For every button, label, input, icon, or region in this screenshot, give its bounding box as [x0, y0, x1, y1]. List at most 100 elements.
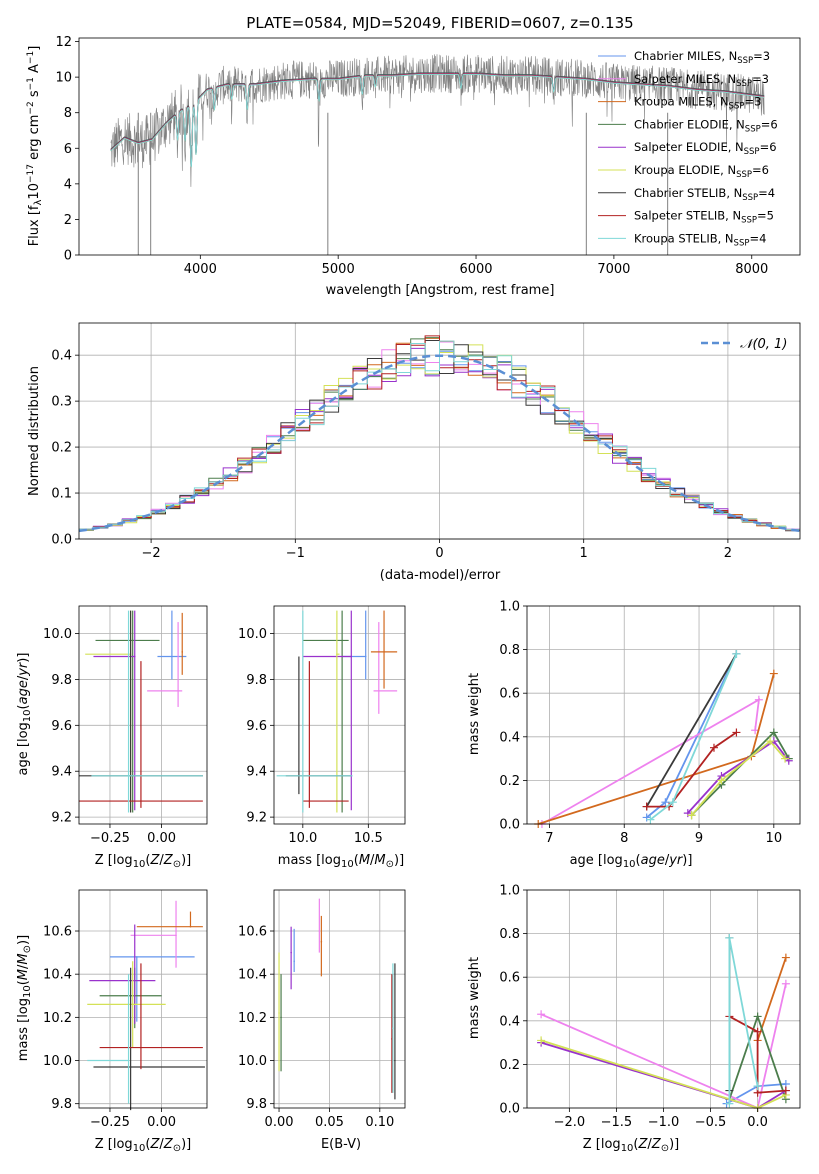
- mw-age-xlabel: age [log10(age/yr)]: [570, 853, 693, 870]
- plot-frame: [78, 889, 208, 1109]
- xtick-label: 0: [435, 546, 443, 561]
- normal-curve: [78, 354, 801, 533]
- plus-marker: [754, 695, 763, 704]
- spectrum-data-line: [110, 54, 765, 187]
- xtick-label: 0.0: [747, 1115, 768, 1130]
- mass-weight-line: [645, 653, 738, 808]
- ytick-label: 0.8: [499, 927, 520, 942]
- age-vs-metallicity-panel: −0.25 0.00 9.2 9.4 9.6 9.8 10.0 Z [log10(Z/Z⊙)…: [16, 605, 208, 870]
- spectrum-legend: Chabrier MILES, NSSP=3 Salpeter MILES, NS…: [598, 49, 778, 248]
- figure-title: PLATE=0584, MJD=52049, FIBERID=0607, z=0…: [246, 14, 633, 32]
- data-point: [278, 1012, 280, 1014]
- xtick-label: 10.5: [354, 831, 383, 846]
- data-point: [127, 775, 130, 777]
- ytick-label: 0.0: [51, 533, 72, 548]
- data-point: [293, 960, 295, 963]
- legend-label: Salpeter MILES, NSSP=3: [634, 72, 769, 89]
- ytick-label: 4: [64, 177, 72, 192]
- legend-label: Salpeter STELIB, NSSP=5: [634, 209, 774, 226]
- ytick-label: 9.2: [246, 811, 267, 826]
- data-point: [383, 651, 385, 653]
- data-point: [320, 941, 323, 943]
- plus-marker: [766, 737, 775, 746]
- xtick-label: 9: [695, 831, 703, 846]
- ytick-label: 10.0: [238, 1054, 267, 1069]
- ytick-label: 9.8: [246, 1097, 267, 1112]
- xtick-label: −0.5: [695, 1115, 727, 1130]
- age-vs-mass-panel: 10.0 10.5 9.2 9.4 9.6 9.8 10.0 mass [log10(M/M…: [238, 605, 406, 870]
- ytick-label: 10.4: [238, 968, 267, 983]
- mass-vs-extinction-panel: 0.00 0.05 0.10 9.8 10.0 10.2 10.4 10.6 E(B-V): [238, 889, 406, 1152]
- histogram-xlabel: (data-model)/error: [380, 568, 501, 583]
- mass-weight-line: [646, 731, 737, 808]
- ytick-label: 12: [55, 35, 72, 50]
- ytick-label: 10.6: [43, 925, 72, 940]
- spectrum-model-line: [110, 72, 765, 166]
- plus-marker: [732, 649, 741, 658]
- ytick-label: 0.2: [499, 1058, 520, 1073]
- plus-marker: [537, 1010, 546, 1019]
- xtick-label: 5000: [322, 262, 355, 277]
- plus-marker: [753, 1027, 762, 1036]
- ytick-label: 10.0: [238, 627, 267, 642]
- mass-weight-line: [756, 957, 787, 1041]
- xtick-label: 0.05: [315, 1115, 344, 1130]
- ytick-label: 8: [64, 106, 72, 121]
- mass-weight-line: [537, 673, 775, 825]
- ebv-xlabel: E(B-V): [321, 1137, 361, 1152]
- ytick-label: 10: [55, 71, 72, 86]
- plus-marker: [661, 798, 670, 807]
- xtick-label: 6000: [459, 262, 492, 277]
- ytick-label: 9.8: [51, 1097, 72, 1112]
- mass-weight-line: [541, 698, 761, 825]
- plot-frame: [78, 37, 801, 256]
- data-point: [189, 925, 192, 928]
- plot-frame: [273, 605, 406, 825]
- age-z-xlabel: Z [log10(Z/Z⊙)]: [95, 853, 192, 870]
- spectrum-model-line: [110, 73, 765, 167]
- plus-marker: [769, 728, 778, 737]
- grid: [79, 890, 207, 1108]
- grid: [527, 889, 800, 1109]
- legend-label: Kroupa STELIB, NSSP=4: [634, 231, 766, 248]
- ytick-label: 0.4: [499, 1014, 520, 1029]
- plus-marker: [642, 802, 651, 811]
- plus-marker: [709, 743, 718, 752]
- xtick-label: 8000: [735, 262, 768, 277]
- data-point: [171, 655, 173, 658]
- data-point: [364, 655, 367, 658]
- xtick-label: 10.0: [288, 831, 317, 846]
- ytick-label: 9.6: [51, 719, 72, 734]
- data-point: [318, 930, 321, 932]
- data-point: [177, 690, 179, 692]
- ytick-label: 9.8: [246, 673, 267, 688]
- data-point: [127, 1059, 130, 1062]
- data-point: [341, 639, 343, 642]
- mass-weight-vs-age-panel: 7 8 9 10 0.0 0.2 0.4 0.6 0.8 1.0 age [log10(age/y…: [467, 600, 801, 870]
- spectrum-xlabel: wavelength [Angstrom, rest frame]: [326, 283, 555, 298]
- data-point: [175, 934, 177, 937]
- plus-marker: [725, 933, 734, 942]
- mw-z-ylabel: mass weight: [467, 957, 482, 1039]
- age-mass-xlabel: mass [log10(M/M⊙)]: [278, 853, 404, 870]
- plus-marker: [717, 776, 726, 785]
- data-point: [302, 775, 304, 777]
- xtick-label: −1.0: [648, 1115, 680, 1130]
- grid: [527, 605, 800, 825]
- legend-label: Salpeter ELODIE, NSSP=6: [634, 140, 777, 157]
- xtick-label: 0.00: [147, 831, 176, 846]
- plot-frame: [273, 889, 406, 1109]
- xtick-label: 10: [766, 831, 783, 846]
- ytick-label: 0.8: [499, 643, 520, 658]
- mass-vs-metallicity-panel: −0.25 0.00 9.8 10.0 10.2 10.4 10.6 Z [log10(Z/…: [16, 889, 208, 1154]
- ytick-label: 6: [64, 142, 72, 157]
- data-point: [308, 800, 311, 802]
- legend-label: Chabrier STELIB, NSSP=4: [634, 186, 775, 203]
- plus-marker: [769, 669, 778, 678]
- ytick-label: 0.4: [51, 349, 72, 364]
- xtick-label: 8: [620, 831, 628, 846]
- plus-marker: [646, 815, 655, 824]
- ytick-label: 9.4: [246, 765, 267, 780]
- mw-z-xlabel: Z [log10(Z/Z⊙)]: [583, 1137, 680, 1154]
